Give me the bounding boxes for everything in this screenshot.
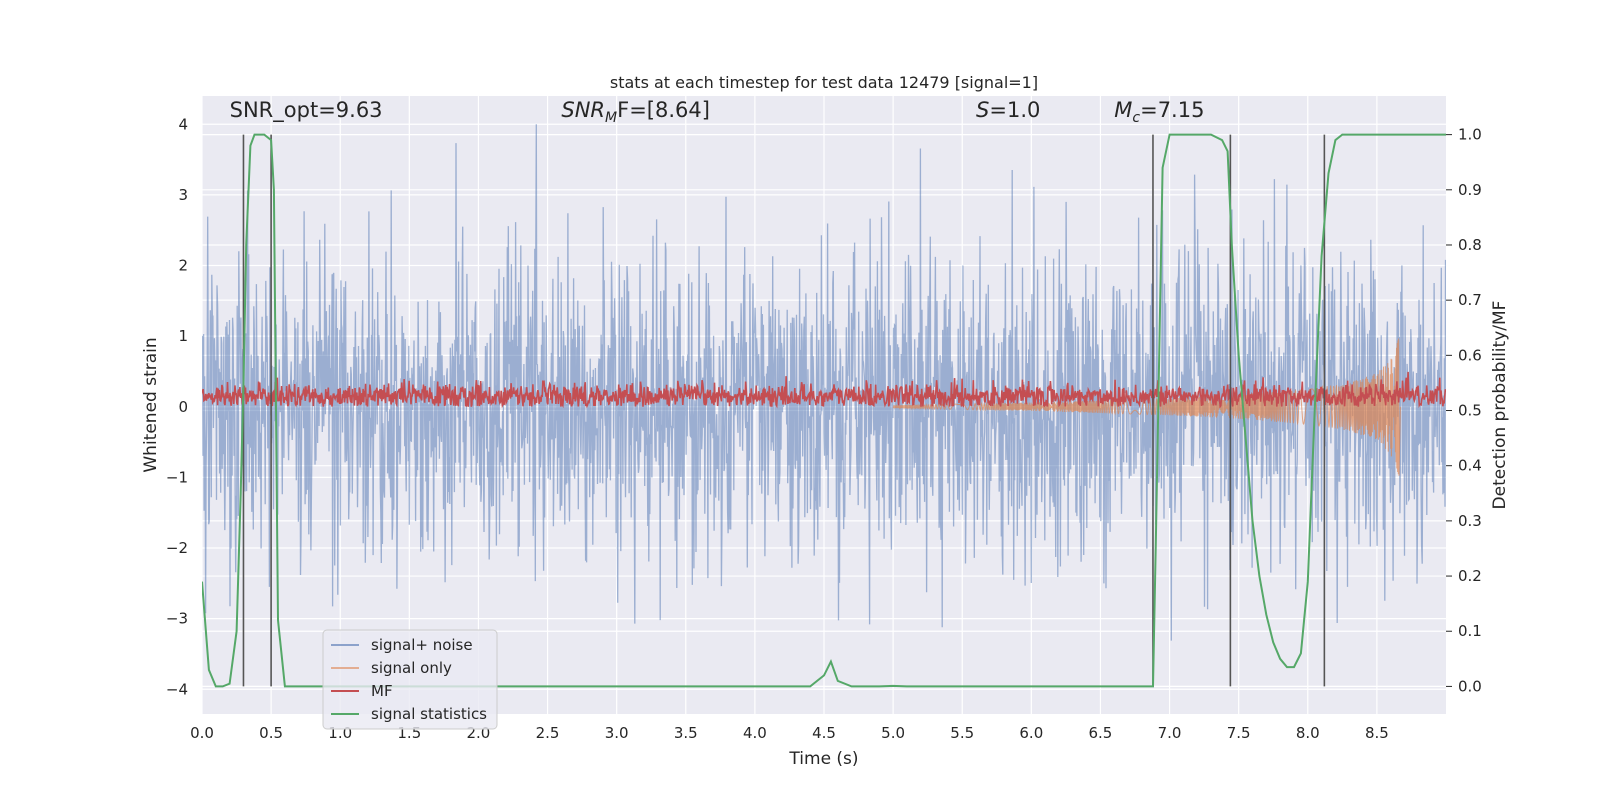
signal-statistics-line <box>202 133 1446 688</box>
annotation-subscript: M <box>605 110 617 126</box>
y-left-tick-label: 4 <box>178 115 188 133</box>
y-left-tick-label: −1 <box>166 468 188 486</box>
y-left-tick-label: 0 <box>178 398 188 416</box>
x-tick-label: 4.5 <box>812 724 836 742</box>
x-tick-label: 5.0 <box>881 724 905 742</box>
legend-label: signal+ noise <box>371 636 473 654</box>
annotation-suffix: =7.15 <box>1140 98 1204 122</box>
y-right-tick-label: 0.2 <box>1458 567 1482 585</box>
y-right-tick-label: 0.8 <box>1458 236 1482 254</box>
y-axis-right-ticks: 0.0 0.1 0.2 0.3 0.4 0.5 0.6 0.7 0.8 0.9 1.0 <box>1446 126 1482 695</box>
x-tick-label: 7.0 <box>1158 724 1182 742</box>
signal-noise-line <box>202 124 1446 641</box>
x-tick-label: 6.0 <box>1019 724 1043 742</box>
legend-label: signal only <box>371 659 452 677</box>
y-right-tick-label: 0.6 <box>1458 346 1482 364</box>
annotation-subscript: c <box>1132 110 1140 126</box>
x-tick-label: 3.5 <box>674 724 698 742</box>
x-tick-label: 6.5 <box>1089 724 1113 742</box>
mf-series <box>202 371 1446 409</box>
legend-label: MF <box>371 682 393 700</box>
annotation-prefix: SNR_opt <box>230 98 319 123</box>
y-left-tick-label: −2 <box>166 539 188 557</box>
annotation-suffix: =1.0 <box>989 98 1040 122</box>
chart-title: stats at each timestep for test data 124… <box>610 73 1038 92</box>
legend-label: signal statistics <box>371 705 487 723</box>
y-right-tick-label: 0.4 <box>1458 457 1482 475</box>
y-right-tick-label: 0.7 <box>1458 291 1482 309</box>
x-tick-label: 2.5 <box>536 724 560 742</box>
annotation-suffix: =9.63 <box>318 98 382 122</box>
annotation-prefix: M <box>1114 98 1132 122</box>
x-tick-label: 5.5 <box>950 724 974 742</box>
legend: signal+ noise signal only MF signal statist… <box>322 629 498 730</box>
y-right-tick-label: 0.0 <box>1458 677 1482 695</box>
y-right-tick-label: 0.9 <box>1458 181 1482 199</box>
annotations: SNR_opt=9.63 SNRMF=[8.64] S=1.0 Mc=7.15 <box>230 98 1205 126</box>
annotation-2: S=1.0 <box>976 98 1040 122</box>
y-left-tick-label: 1 <box>178 327 188 345</box>
x-tick-label: 3.0 <box>605 724 629 742</box>
signal-statistics-series <box>202 133 1446 688</box>
y-axis-left-ticks: −4 −3 −2 −1 0 1 2 3 4 <box>166 115 188 698</box>
y-left-tick-label: −4 <box>166 680 188 698</box>
annotation-suffix: F=[8.64] <box>617 98 710 122</box>
x-tick-label: 8.5 <box>1365 724 1389 742</box>
x-axis-label: Time (s) <box>788 749 858 769</box>
x-tick-label: 8.0 <box>1296 724 1320 742</box>
mf-line <box>202 371 1446 409</box>
y-right-tick-label: 0.1 <box>1458 622 1482 640</box>
annotation-1: SNRMF=[8.64] <box>561 98 710 126</box>
annotation-0: SNR_opt=9.63 <box>230 98 383 123</box>
signal-noise-series <box>202 124 1446 641</box>
annotation-3: Mc=7.15 <box>1114 98 1204 126</box>
x-tick-label: 7.5 <box>1227 724 1251 742</box>
x-tick-label: 0.5 <box>259 724 283 742</box>
y-left-tick-label: −3 <box>166 610 188 628</box>
y-left-tick-label: 2 <box>178 257 188 275</box>
y-axis-left-label: Whitened strain <box>141 337 161 472</box>
y-right-tick-label: 0.5 <box>1458 402 1482 420</box>
annotation-prefix: SNR <box>561 98 605 122</box>
x-tick-label: 4.0 <box>743 724 767 742</box>
y-left-tick-label: 3 <box>178 186 188 204</box>
y-right-tick-label: 0.3 <box>1458 512 1482 530</box>
y-right-tick-label: 1.0 <box>1458 126 1482 144</box>
y-axis-right-label: Detection probability/MF <box>1490 301 1510 510</box>
x-tick-label: 0.0 <box>190 724 214 742</box>
legend-box <box>322 629 498 730</box>
x-axis-ticks: 0.0 0.5 1.0 1.5 2.0 2.5 3.0 3.5 4.0 4.5 5.0 5.5 6.0 6… <box>190 724 1389 742</box>
annotation-prefix: S <box>976 98 989 122</box>
